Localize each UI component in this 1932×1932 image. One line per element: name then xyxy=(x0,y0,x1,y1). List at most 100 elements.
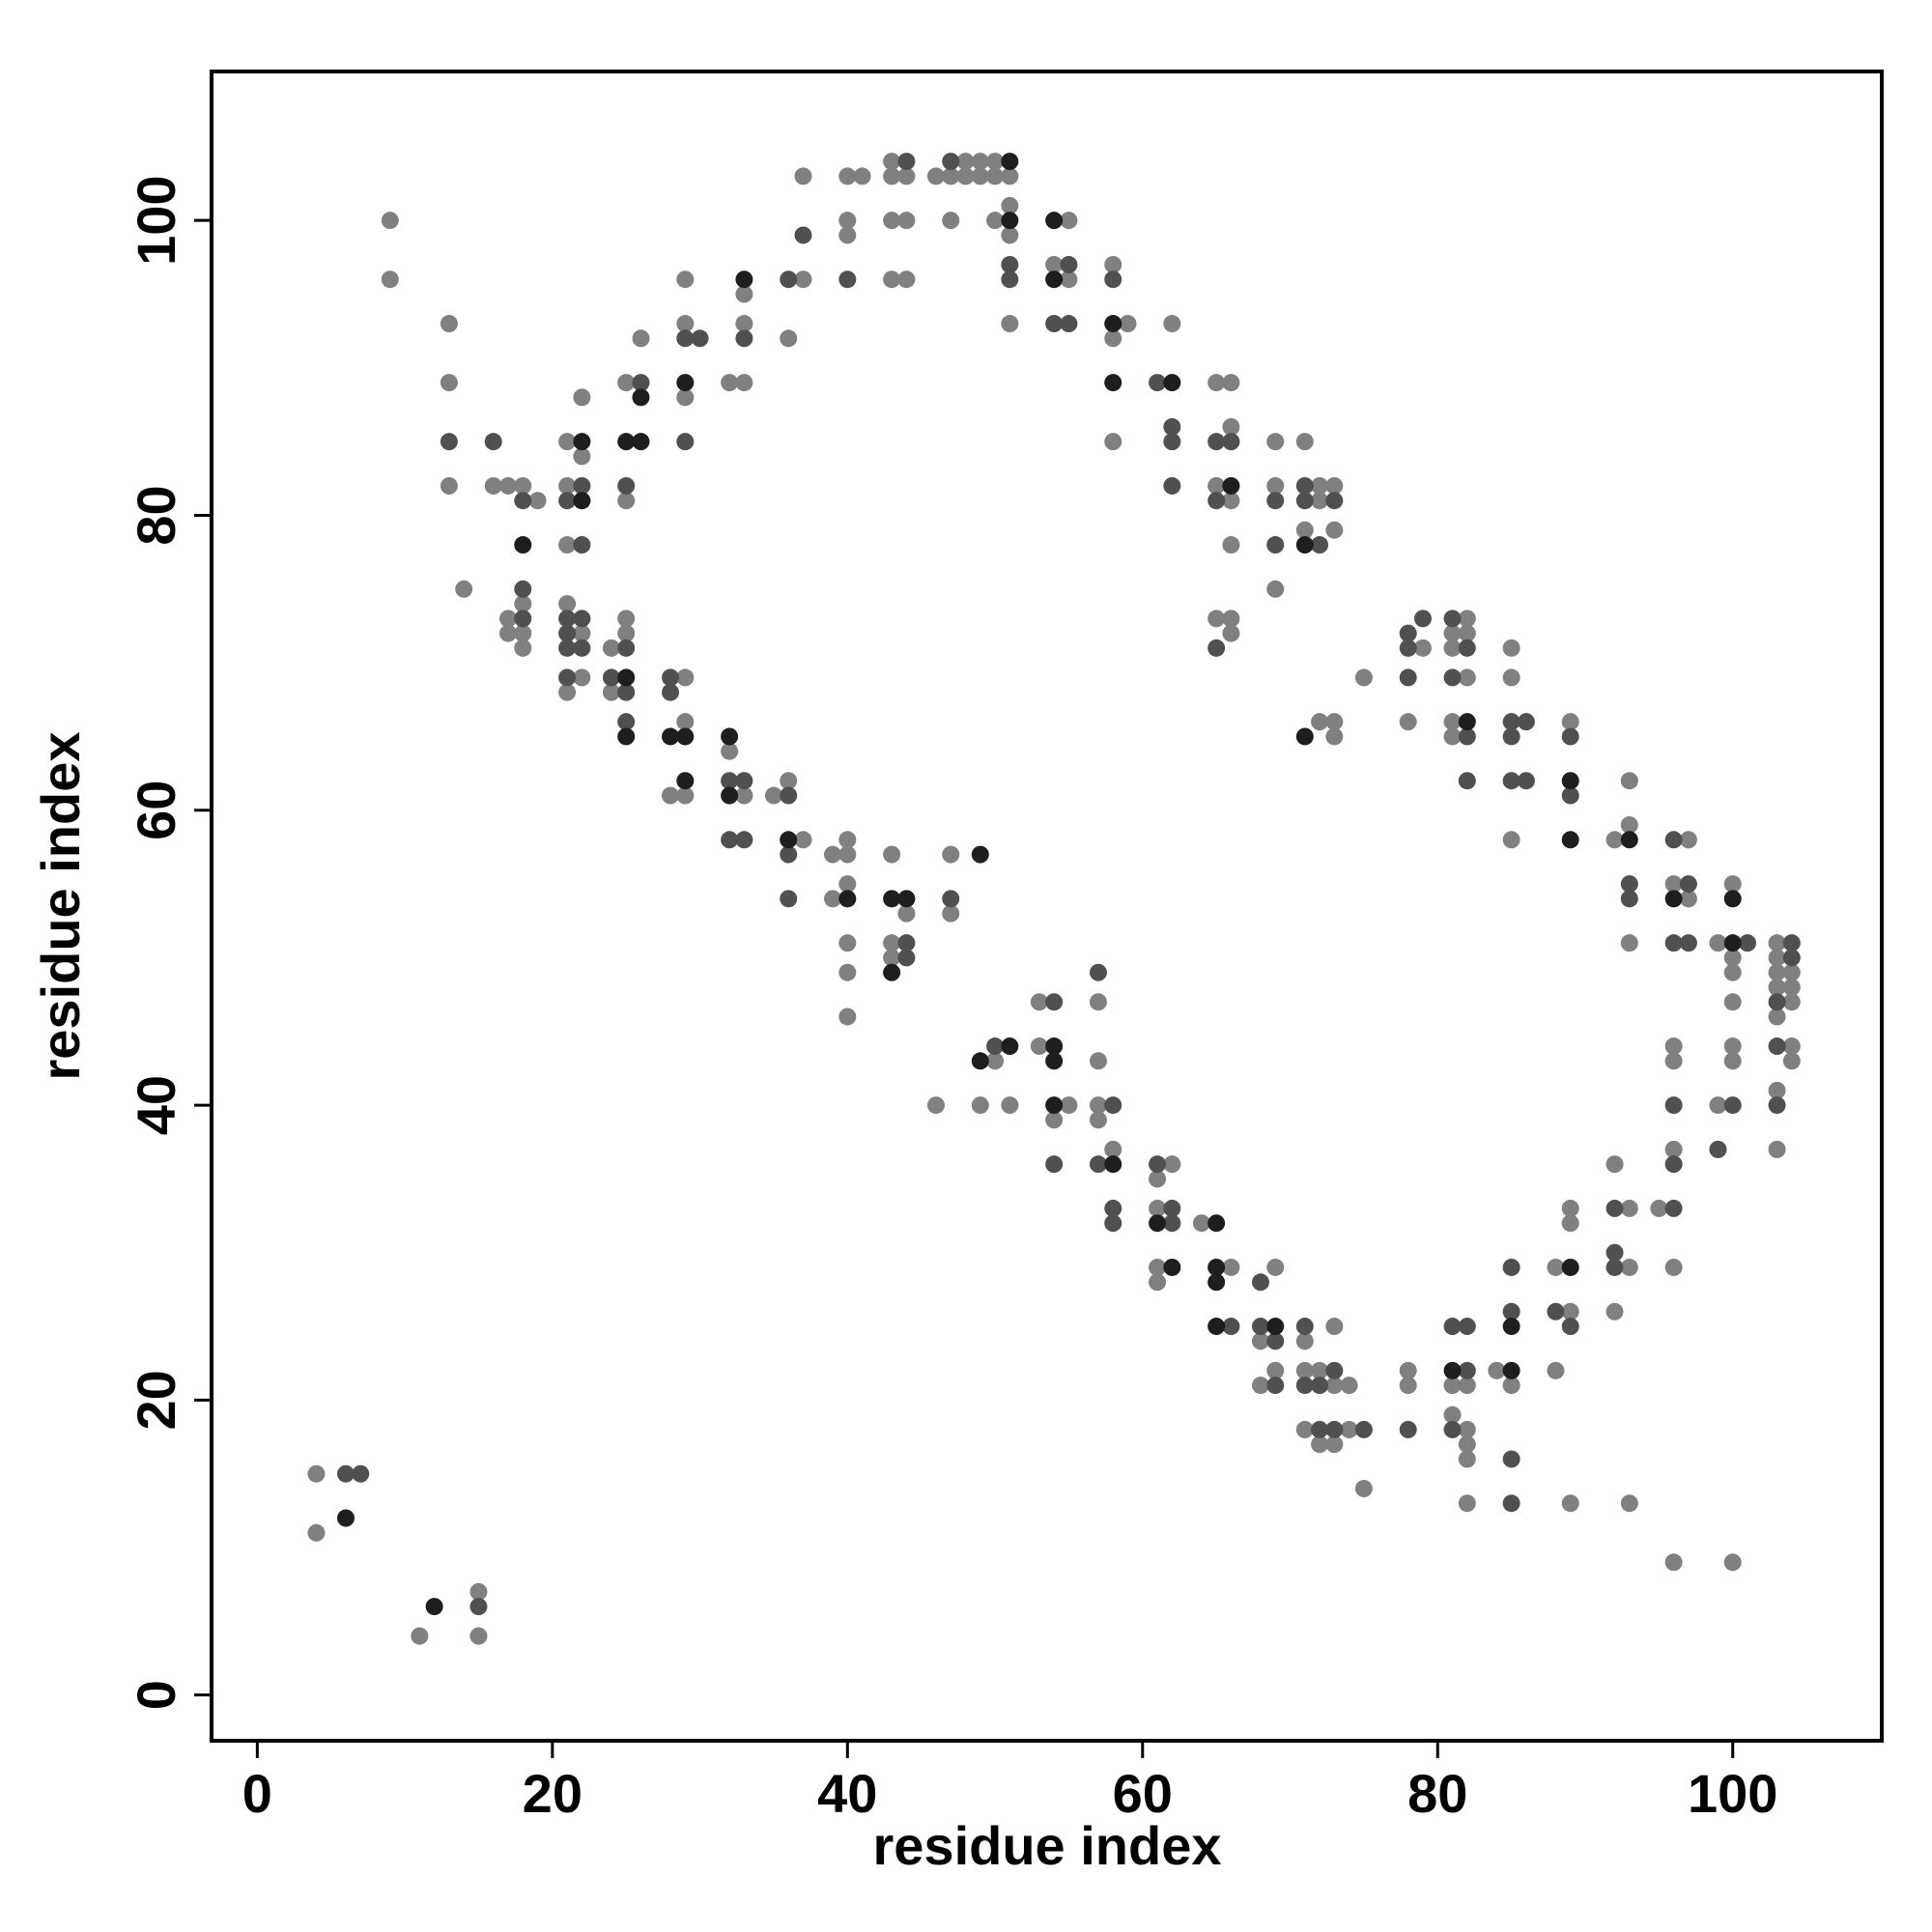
point xyxy=(883,153,901,171)
point xyxy=(838,226,857,244)
point xyxy=(617,639,636,657)
point xyxy=(1311,1377,1329,1395)
point xyxy=(558,610,577,628)
point xyxy=(691,329,709,348)
point xyxy=(1399,639,1417,657)
point xyxy=(735,329,753,348)
point xyxy=(1561,713,1579,731)
point xyxy=(1045,270,1064,289)
point xyxy=(617,374,636,392)
point xyxy=(1413,639,1432,657)
point xyxy=(1045,1096,1064,1115)
point xyxy=(1163,476,1181,495)
point xyxy=(1399,713,1417,731)
x-axis-label: residue index xyxy=(872,1815,1221,1876)
point xyxy=(883,934,901,952)
point xyxy=(942,904,960,923)
point xyxy=(1561,1302,1579,1321)
point xyxy=(1620,1494,1638,1513)
point xyxy=(528,492,547,510)
point xyxy=(1458,1377,1476,1395)
point xyxy=(558,595,577,613)
point xyxy=(838,831,857,849)
point xyxy=(838,963,857,981)
point xyxy=(735,270,753,289)
point xyxy=(1325,1420,1344,1438)
point xyxy=(1502,1450,1520,1468)
point xyxy=(1104,1096,1122,1115)
point xyxy=(558,476,577,495)
point xyxy=(514,476,532,495)
point xyxy=(1089,963,1107,981)
point xyxy=(721,374,739,392)
point xyxy=(1458,1420,1476,1438)
point xyxy=(926,1096,945,1115)
point xyxy=(1149,1170,1167,1188)
point xyxy=(1089,1111,1107,1129)
point xyxy=(1295,521,1314,539)
point xyxy=(1295,1377,1314,1395)
point xyxy=(956,153,975,171)
point xyxy=(942,845,960,864)
point xyxy=(780,786,798,805)
point xyxy=(573,492,591,510)
point xyxy=(838,1008,857,1026)
point xyxy=(558,536,577,554)
point xyxy=(1222,433,1240,451)
point xyxy=(676,270,695,289)
point xyxy=(1458,1318,1476,1336)
point xyxy=(1149,374,1167,392)
point xyxy=(897,167,916,185)
point xyxy=(897,270,916,289)
point xyxy=(1104,374,1122,392)
point xyxy=(1208,476,1226,495)
point xyxy=(1266,1377,1285,1395)
point xyxy=(1208,1318,1226,1336)
point xyxy=(1089,1096,1107,1115)
y-tick-label: 20 xyxy=(126,1370,186,1430)
x-tick-label: 20 xyxy=(523,1763,582,1824)
point xyxy=(853,167,871,185)
point xyxy=(440,476,458,495)
point xyxy=(1443,1420,1462,1438)
point xyxy=(1001,255,1019,273)
x-tick-label: 60 xyxy=(1113,1763,1173,1824)
point xyxy=(632,329,650,348)
point xyxy=(1709,1140,1727,1158)
point xyxy=(1768,963,1786,981)
point xyxy=(617,624,636,642)
point xyxy=(1104,315,1122,333)
point xyxy=(1163,417,1181,436)
point xyxy=(1605,1302,1624,1321)
point xyxy=(1723,1096,1742,1115)
point xyxy=(1664,1096,1683,1115)
point xyxy=(1458,610,1476,628)
point xyxy=(1295,1420,1314,1438)
point xyxy=(1163,1155,1181,1174)
point xyxy=(1620,890,1638,908)
point xyxy=(1325,1318,1344,1336)
point xyxy=(1104,255,1122,273)
point xyxy=(1443,624,1462,642)
point xyxy=(499,610,518,628)
point xyxy=(336,1509,355,1527)
point xyxy=(1060,255,1078,273)
x-tick-label: 80 xyxy=(1407,1763,1467,1824)
point xyxy=(1768,1008,1786,1026)
point xyxy=(676,374,695,392)
point xyxy=(942,212,960,230)
point xyxy=(1104,1214,1122,1233)
point xyxy=(1163,1214,1181,1233)
point xyxy=(1399,1361,1417,1379)
point xyxy=(1104,270,1122,289)
point xyxy=(1311,476,1329,495)
point xyxy=(780,890,798,908)
point xyxy=(558,639,577,657)
point xyxy=(1030,1037,1048,1056)
point xyxy=(1605,1155,1624,1174)
point xyxy=(1517,713,1535,731)
point xyxy=(971,153,989,171)
point xyxy=(484,433,502,451)
point xyxy=(1354,1479,1373,1497)
